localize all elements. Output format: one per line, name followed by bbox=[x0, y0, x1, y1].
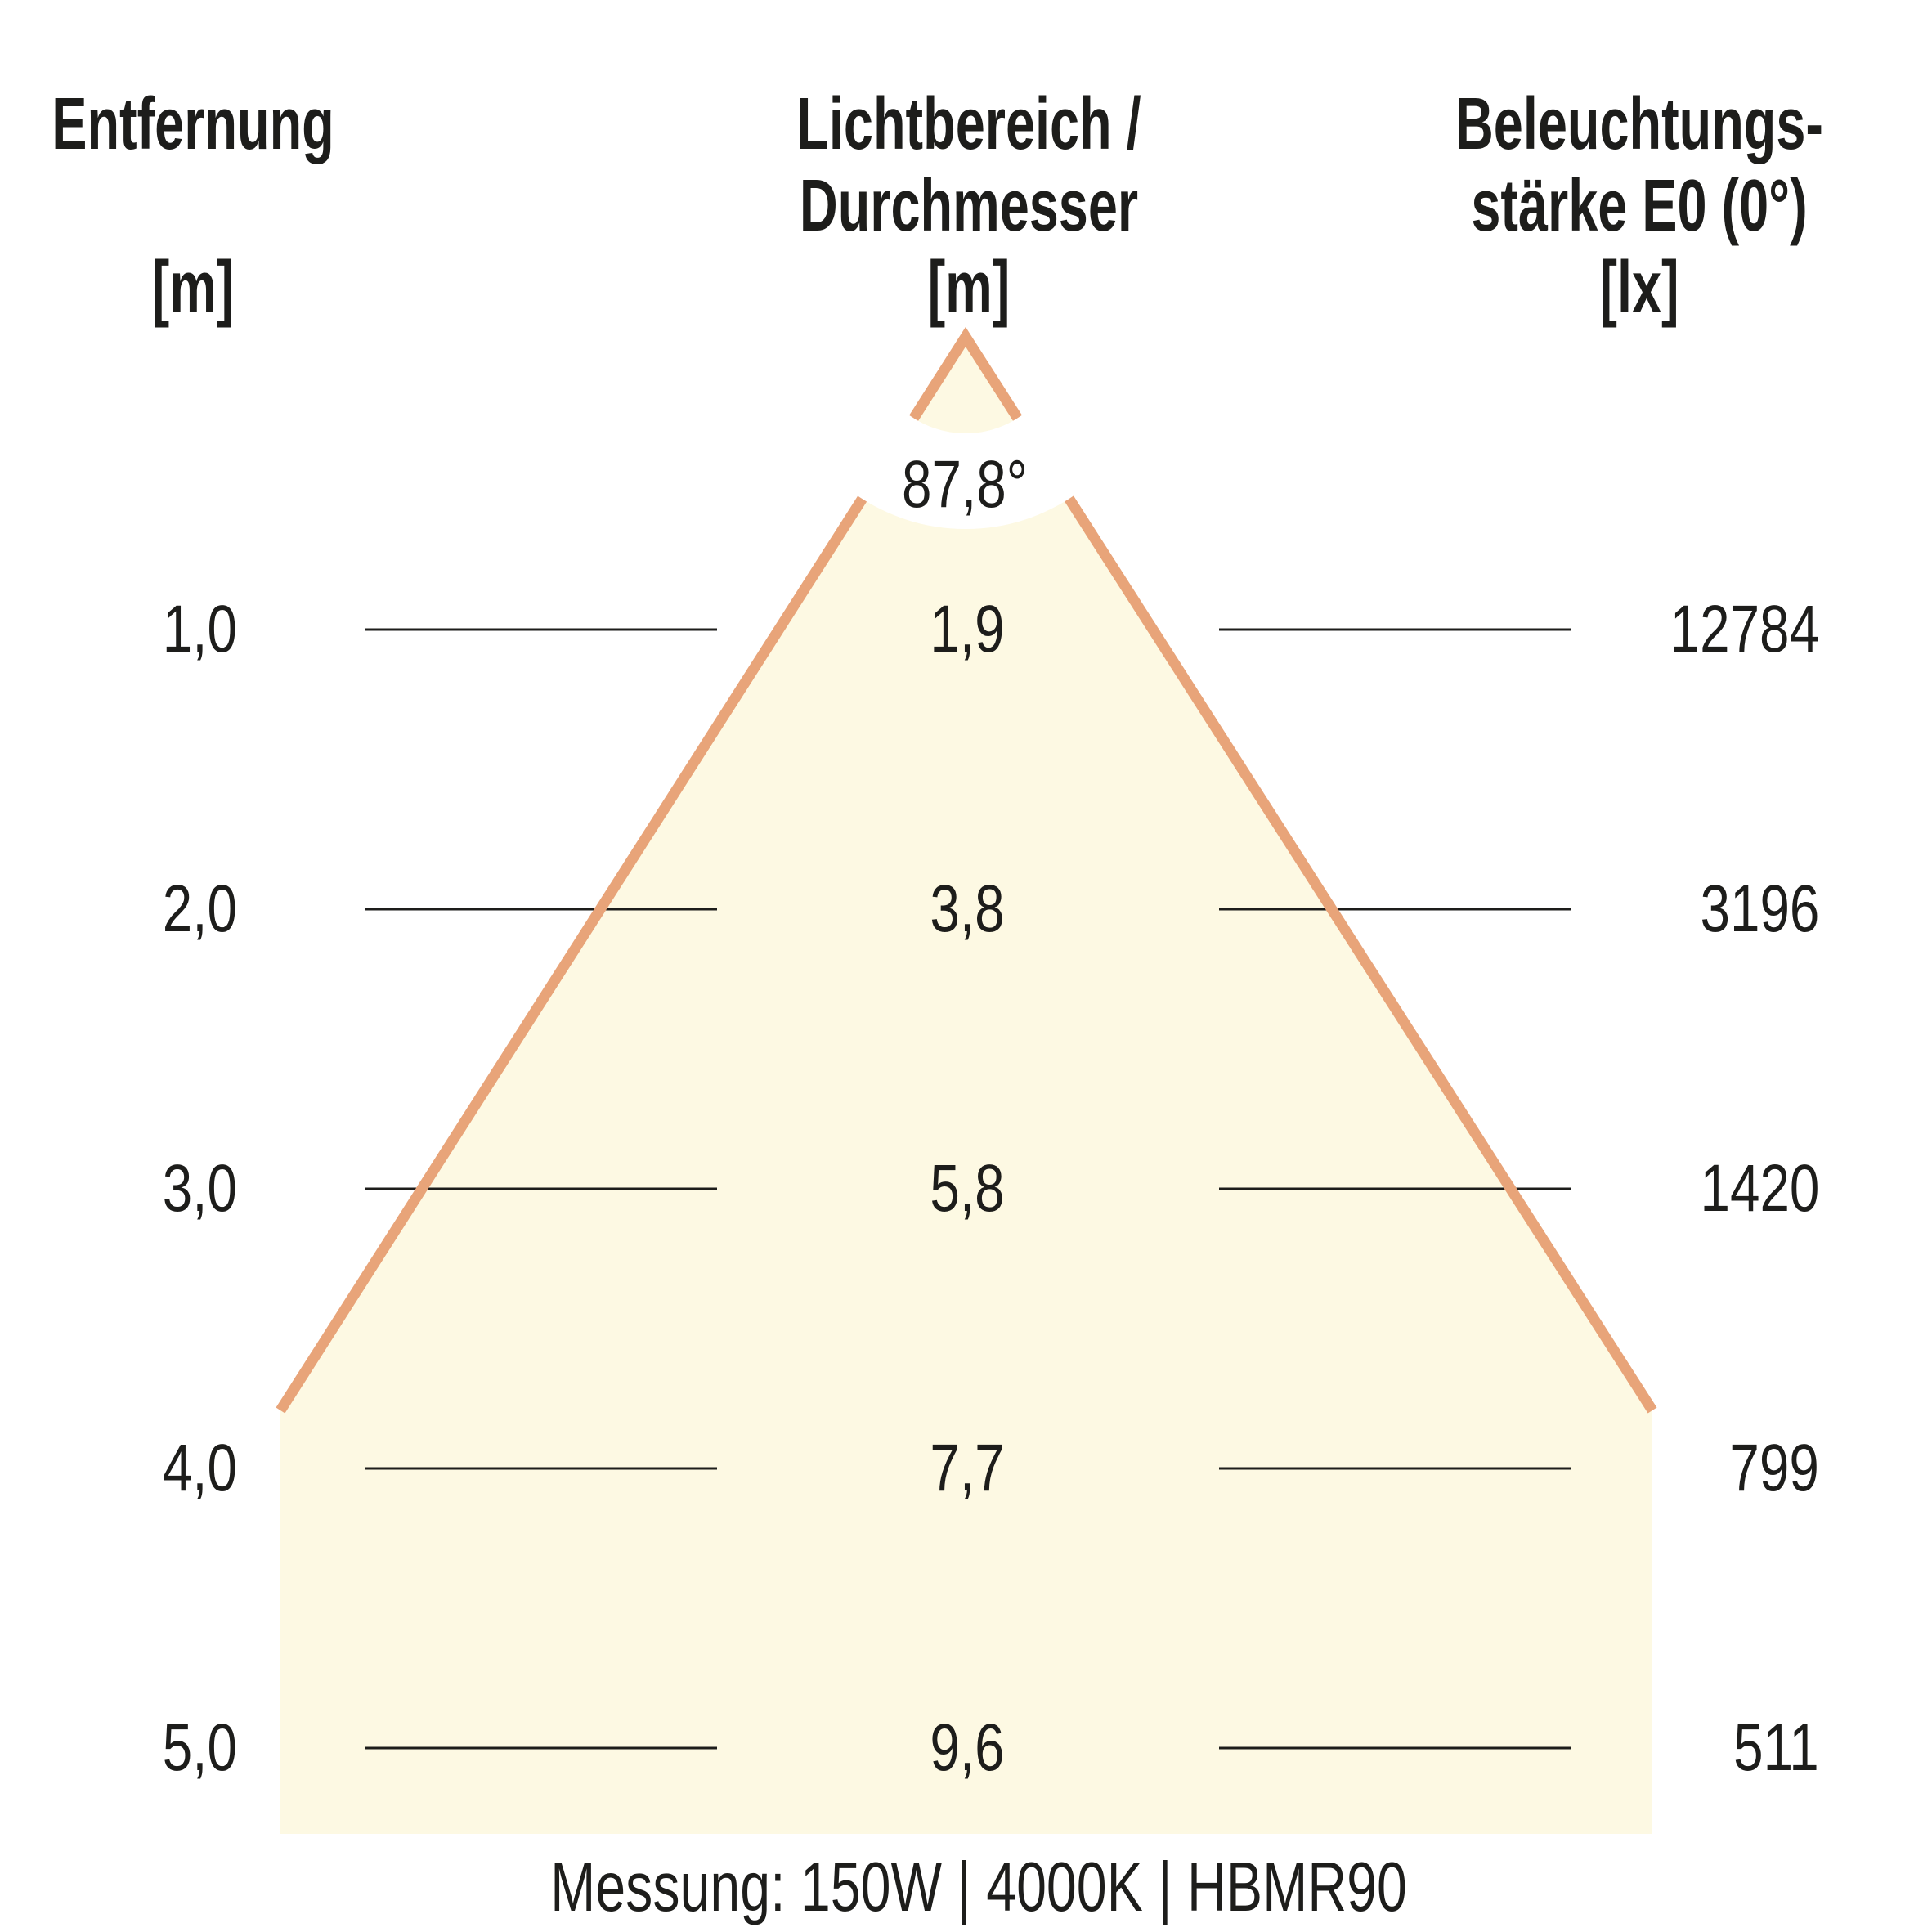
tick-lines bbox=[365, 628, 1571, 1750]
distance-value: 3,0 bbox=[162, 1151, 237, 1226]
header-illuminance-title-line1: Beleuchtungs- bbox=[1455, 83, 1824, 165]
diameter-value: 1,9 bbox=[930, 592, 1005, 666]
header-distance-unit: [m] bbox=[151, 247, 235, 329]
header-diameter: Lichtbereich / Durchmesser [m] bbox=[796, 83, 1141, 329]
header-distance-spacer bbox=[52, 165, 334, 247]
header-diameter-unit: [m] bbox=[927, 247, 1011, 329]
distance-value: 1,0 bbox=[162, 592, 237, 666]
distance-value: 2,0 bbox=[162, 872, 237, 946]
beam-cone-fill bbox=[280, 337, 1652, 1834]
illuminance-value: 3196 bbox=[1700, 872, 1819, 946]
illuminance-value: 799 bbox=[1729, 1431, 1819, 1505]
header-diameter-title-line2: Durchmesser bbox=[799, 165, 1139, 247]
measurement-note: Messung: 150W | 4000K | HBMR90 bbox=[550, 1849, 1407, 1926]
beam-angle-label: 87,8° bbox=[902, 447, 1028, 522]
distance-value: 5,0 bbox=[162, 1710, 237, 1785]
beam-angle-band bbox=[818, 397, 1113, 530]
header-distance: Entfernung [m] bbox=[52, 83, 334, 329]
header-diameter-title-line1: Lichtbereich / bbox=[796, 83, 1141, 165]
diameter-value: 9,6 bbox=[930, 1710, 1005, 1785]
illuminance-value: 511 bbox=[1733, 1710, 1819, 1785]
header-distance-title: Entfernung bbox=[52, 83, 334, 165]
header-illuminance: Beleuchtungs- stärke E0 (0°) [lx] bbox=[1455, 83, 1823, 329]
diameter-value: 3,8 bbox=[930, 872, 1005, 946]
diameter-value: 7,7 bbox=[930, 1431, 1005, 1505]
illuminance-value: 1420 bbox=[1700, 1151, 1819, 1226]
beam-cone-edges bbox=[276, 326, 1657, 1414]
header-illuminance-title-line2: stärke E0 (0°) bbox=[1471, 165, 1808, 247]
diameter-value: 5,8 bbox=[930, 1151, 1005, 1226]
illuminance-value: 12784 bbox=[1670, 592, 1819, 666]
distance-value: 4,0 bbox=[162, 1431, 237, 1505]
header-illuminance-unit: [lx] bbox=[1599, 247, 1679, 329]
